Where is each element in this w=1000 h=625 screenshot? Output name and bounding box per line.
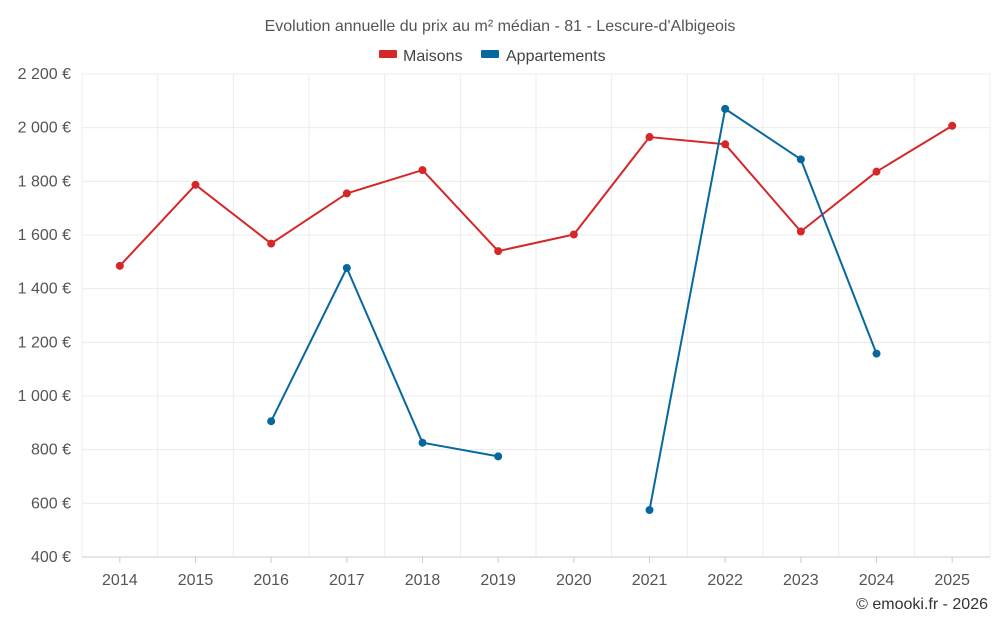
y-tick-label: 800 € — [31, 442, 71, 459]
x-tick-label: 2022 — [707, 572, 743, 589]
data-point-appartements[interactable] — [418, 438, 427, 447]
data-point-appartements[interactable] — [872, 349, 881, 358]
data-point-maisons[interactable] — [645, 133, 654, 142]
data-point-appartements[interactable] — [721, 104, 730, 113]
legend-label-appartements: Appartements — [506, 48, 606, 65]
series-maisons — [115, 121, 957, 270]
credit: © emooki.fr - 2026 — [856, 596, 988, 613]
legend-item-maisons[interactable]: Maisons — [379, 48, 463, 65]
legend-swatch-appartements — [481, 50, 499, 58]
data-point-maisons[interactable] — [191, 180, 200, 189]
x-tick-label: 2017 — [329, 572, 365, 589]
data-point-appartements[interactable] — [645, 506, 654, 515]
series-layer — [115, 104, 957, 515]
data-point-maisons[interactable] — [948, 121, 957, 130]
x-axis: 2014 2015 2016 2017 2018 2019 2020 2021 2022 2023… — [82, 556, 990, 589]
legend-label-maisons: Maisons — [403, 48, 463, 65]
x-tick-label: 2016 — [253, 572, 289, 589]
x-tick-label: 2024 — [859, 572, 895, 589]
x-tick-label: 2015 — [178, 572, 214, 589]
series-line-maisons — [119, 124, 953, 267]
y-tick-label: 600 € — [31, 495, 71, 512]
legend-swatch-maisons — [379, 50, 397, 58]
grid — [81, 73, 991, 558]
data-point-maisons[interactable] — [796, 227, 805, 236]
y-tick-label: 400 € — [31, 549, 71, 566]
data-point-appartements[interactable] — [342, 264, 351, 273]
data-point-maisons[interactable] — [267, 239, 276, 248]
y-tick-label: 1 200 € — [18, 334, 71, 351]
legend-item-appartements[interactable]: Appartements — [481, 48, 606, 65]
x-tick-label: 2025 — [934, 572, 970, 589]
x-tick-label: 2020 — [556, 572, 592, 589]
series-line-appartements — [270, 267, 499, 458]
x-tick-label: 2018 — [405, 572, 441, 589]
data-point-appartements[interactable] — [796, 155, 805, 164]
y-tick-label: 1 600 € — [18, 227, 71, 244]
series-line-appartements — [648, 107, 878, 511]
y-tick-label: 2 200 € — [18, 66, 71, 83]
data-point-maisons[interactable] — [494, 247, 503, 256]
data-point-maisons[interactable] — [872, 167, 881, 176]
x-tick-label: 2019 — [480, 572, 516, 589]
data-point-maisons[interactable] — [342, 189, 351, 198]
series-appartements — [267, 104, 881, 515]
y-tick-label: 1 800 € — [18, 173, 71, 190]
data-point-appartements[interactable] — [494, 452, 503, 461]
chart-title: Evolution annuelle du prix au m² médian … — [265, 18, 736, 35]
data-point-maisons[interactable] — [115, 261, 124, 270]
y-tick-label: 1 000 € — [18, 388, 71, 405]
data-point-appartements[interactable] — [267, 417, 276, 426]
y-tick-label: 2 000 € — [18, 120, 71, 137]
data-point-maisons[interactable] — [418, 166, 427, 175]
y-tick-label: 1 400 € — [18, 281, 71, 298]
x-tick-label: 2023 — [783, 572, 819, 589]
y-axis: 400 € 600 € 800 € 1 000 € 1 200 € 1 400 € 1 60… — [18, 66, 71, 566]
data-point-maisons[interactable] — [569, 230, 578, 239]
legend: Maisons Appartements — [379, 48, 606, 65]
x-tick-label: 2014 — [102, 572, 138, 589]
x-tick-label: 2021 — [632, 572, 668, 589]
data-point-maisons[interactable] — [721, 140, 730, 149]
